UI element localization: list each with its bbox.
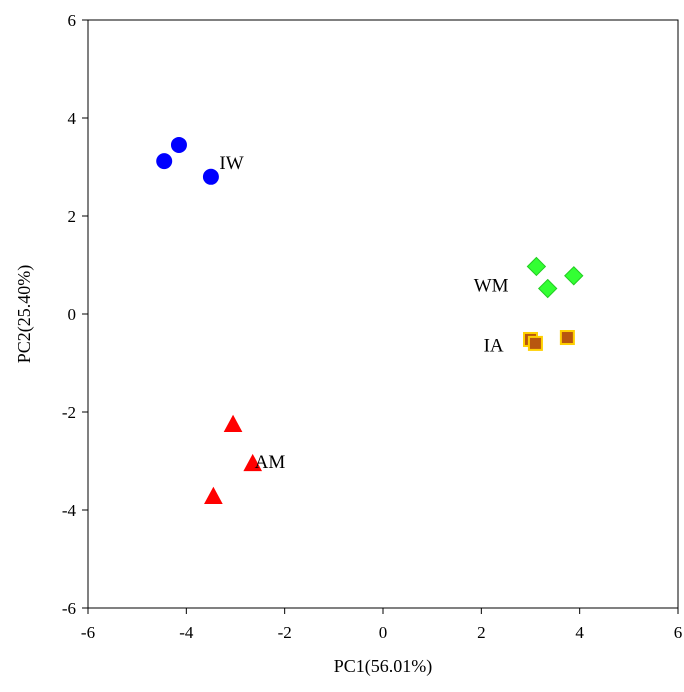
iw-circle-point bbox=[170, 136, 187, 153]
plot-area-frame bbox=[87, 19, 679, 609]
group-label-wm: WM bbox=[474, 276, 509, 297]
group-label-iw: IW bbox=[219, 153, 243, 174]
am-triangle-point bbox=[204, 486, 223, 505]
group-label-am: AM bbox=[255, 452, 286, 473]
x-tick-label: 4 bbox=[575, 623, 584, 642]
group-label-ia: IA bbox=[484, 335, 504, 356]
wm-diamond-point bbox=[538, 278, 558, 299]
y-tick-label: 2 bbox=[68, 207, 77, 226]
x-tick-label: -4 bbox=[179, 623, 194, 642]
am-triangle-point bbox=[223, 414, 243, 432]
x-tick-label: -2 bbox=[278, 623, 292, 642]
y-tick-label: 4 bbox=[68, 109, 77, 128]
wm-diamond-point bbox=[526, 256, 547, 277]
x-axis-label: PC1(56.01%) bbox=[334, 656, 433, 677]
y-tick-label: -6 bbox=[62, 599, 76, 618]
x-tick-label: 6 bbox=[674, 623, 683, 642]
ia-square-point bbox=[527, 335, 543, 351]
wm-diamond-point bbox=[564, 266, 584, 286]
iw-circle-point bbox=[202, 168, 219, 185]
am-triangle-point bbox=[243, 453, 263, 472]
x-tick-label: 2 bbox=[477, 623, 486, 642]
x-tick-label: 0 bbox=[379, 623, 388, 642]
x-tick-label: -6 bbox=[81, 623, 95, 642]
axis-ticks: -6 -4 -2 0 2 4 6 -6 -4 -2 0 2 4 6 bbox=[62, 11, 682, 642]
y-axis-label: PC2(25.40%) bbox=[14, 265, 35, 364]
y-tick-label: 0 bbox=[68, 305, 77, 324]
data-points bbox=[156, 136, 584, 505]
group-labels: IW WM IA AM bbox=[219, 153, 508, 473]
y-tick-label: -4 bbox=[62, 501, 77, 520]
iw-circle-point bbox=[156, 153, 173, 170]
y-tick-label: -2 bbox=[62, 403, 76, 422]
y-tick-label: 6 bbox=[68, 11, 77, 30]
ia-square-point bbox=[559, 330, 575, 346]
